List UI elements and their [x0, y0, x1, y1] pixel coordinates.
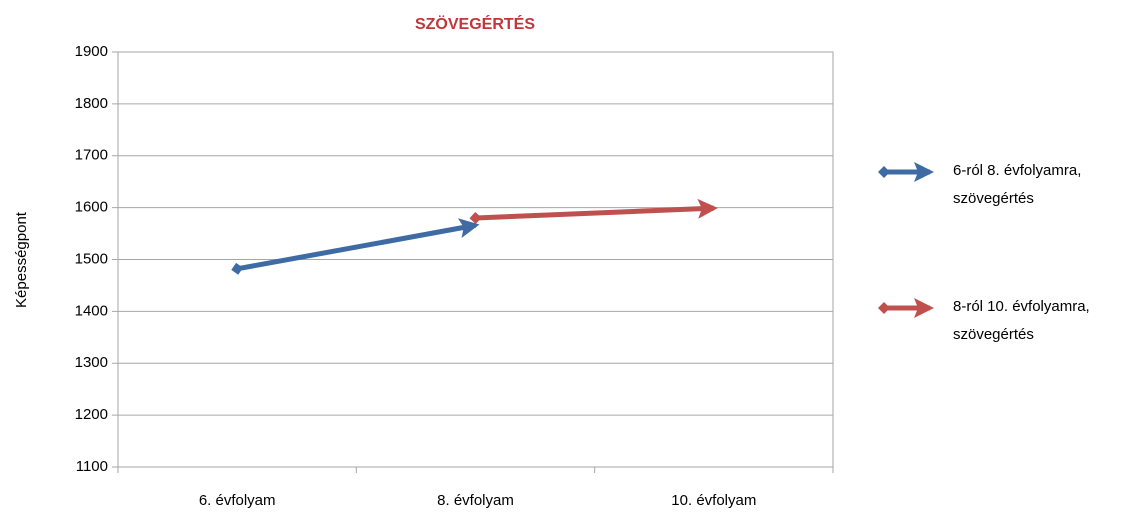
y-tick-label: 1700	[75, 147, 108, 164]
chart-title: SZÖVEGÉRTÉS	[415, 14, 535, 33]
y-tick-label: 1900	[75, 43, 108, 60]
y-tick-label: 1100	[76, 458, 108, 475]
legend-label: 8-ról 10. évfolyamra, szövegértés	[953, 298, 1090, 343]
x-tick-label: 10. évfolyam	[671, 492, 756, 509]
line-series	[469, 198, 718, 224]
y-axis-label: Képességpont	[13, 211, 30, 308]
y-tick-label: 1800	[75, 95, 108, 112]
x-tick-label: 6. évfolyam	[199, 492, 276, 509]
legend-label: 6-ról 8. évfolyamra, szövegértés	[953, 162, 1082, 207]
x-tick-label: 8. évfolyam	[437, 492, 514, 509]
y-tick-label: 1400	[75, 302, 108, 319]
y-tick-label: 1500	[75, 250, 108, 267]
y-tick-label: 1200	[75, 406, 108, 423]
line-series	[231, 218, 480, 275]
y-tick-label: 1300	[75, 354, 108, 371]
y-tick-label: 1600	[75, 199, 108, 216]
